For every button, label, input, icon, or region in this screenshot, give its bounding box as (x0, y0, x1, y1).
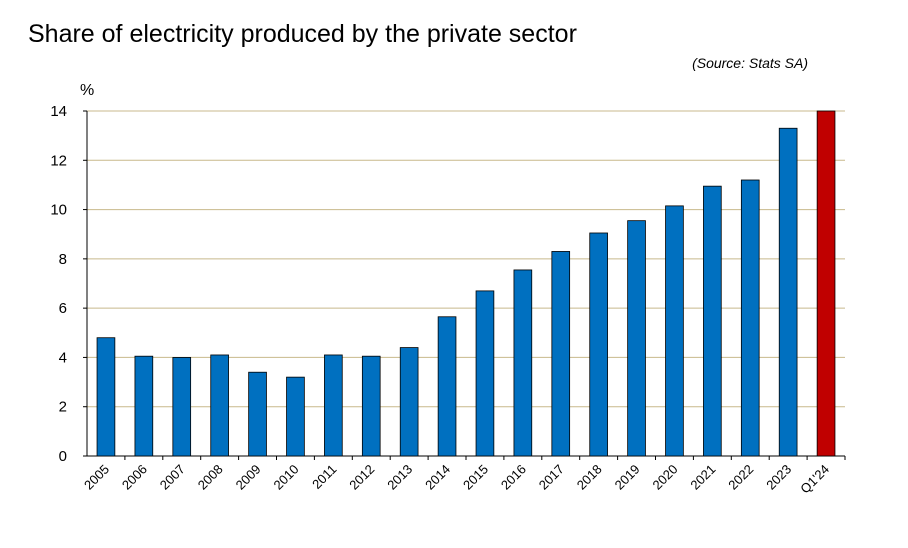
y-tick-label: 4 (59, 349, 67, 366)
bar-2021 (703, 185, 722, 457)
y-tick-label: 12 (50, 152, 67, 169)
y-tick-label: 0 (59, 448, 67, 465)
bar-2010 (286, 376, 305, 457)
bar-2006 (134, 355, 154, 457)
x-tick-label: 2005 (81, 462, 112, 493)
bar-2012 (361, 355, 381, 457)
y-tick-label: 6 (59, 300, 67, 317)
bar-2022 (740, 179, 760, 457)
x-tick-label: 2023 (763, 462, 794, 493)
y-axis-unit: % (80, 82, 95, 99)
bar-2011 (324, 354, 343, 457)
bar-2014 (437, 316, 457, 457)
x-tick-label: 2008 (195, 462, 226, 493)
x-tick-label: 2016 (498, 462, 529, 493)
bar-2008 (210, 354, 229, 457)
x-tick-label: 2020 (650, 462, 681, 493)
x-tick-label: 2022 (725, 462, 756, 493)
x-tick-label: 2019 (612, 462, 643, 493)
bar-2015 (475, 290, 495, 457)
bar-2016 (513, 269, 533, 457)
bar-2019 (627, 220, 646, 457)
chart-source: (Source: Stats SA) (692, 55, 808, 71)
bar-2009 (248, 371, 267, 457)
x-tick-label: 2015 (460, 462, 491, 493)
bar-2018 (589, 232, 608, 457)
bar-Q124 (816, 110, 836, 457)
x-tick-label: 2007 (157, 462, 188, 493)
x-tick-label: 2018 (574, 462, 605, 493)
y-tick-label: 2 (59, 399, 67, 416)
x-tick-label: 2013 (384, 462, 415, 493)
y-tick-label: 10 (50, 202, 67, 219)
x-tick-label: 2012 (346, 462, 377, 493)
y-tick-label: 14 (50, 103, 67, 120)
x-tick-label: 2021 (687, 462, 718, 493)
bar-2023 (778, 127, 798, 457)
chart-title: Share of electricity produced by the pri… (28, 20, 577, 48)
bar-2007 (172, 357, 192, 457)
x-tick-label: 2010 (271, 462, 302, 493)
bar-2020 (665, 205, 684, 457)
bar-2017 (551, 251, 571, 457)
x-tick-label: 2006 (119, 462, 150, 493)
bar-2005 (96, 337, 116, 457)
x-tick-label: 2014 (422, 462, 453, 493)
x-tick-label: Q1'24 (797, 462, 832, 497)
x-tick-label: 2011 (309, 462, 339, 492)
x-tick-label: 2017 (536, 462, 567, 493)
bar-2013 (399, 347, 419, 457)
x-tick-label: 2009 (233, 462, 264, 493)
y-tick-label: 8 (59, 251, 67, 268)
